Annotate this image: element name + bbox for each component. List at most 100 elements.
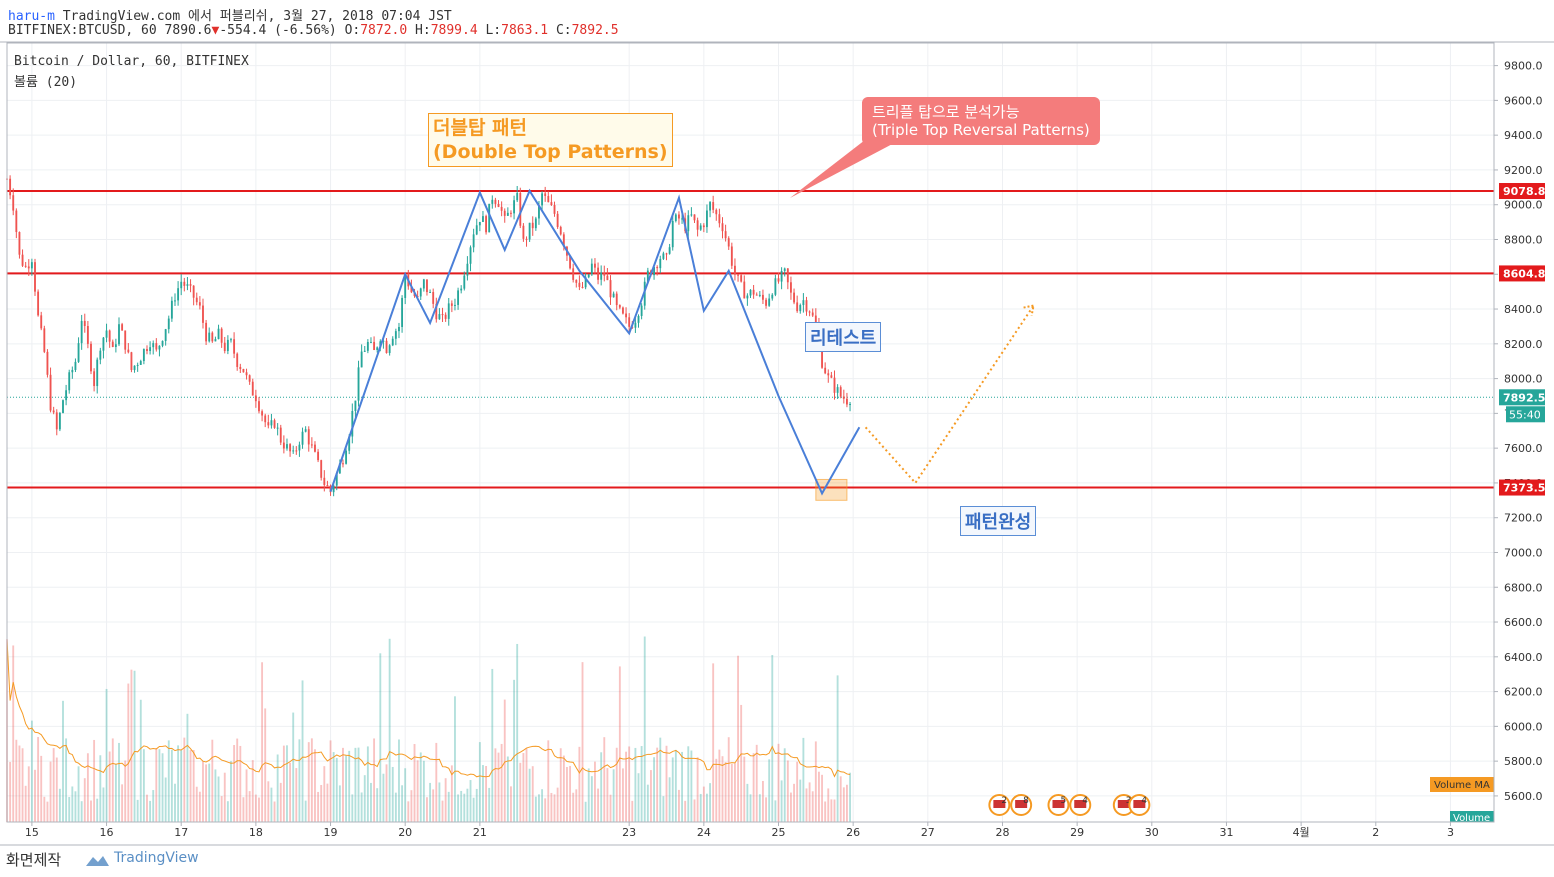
event-count-label: 5 bbox=[1060, 796, 1066, 806]
double-top-title-en: (Double Top Patterns) bbox=[433, 141, 668, 163]
volume-bar bbox=[230, 761, 232, 822]
candle-body bbox=[687, 215, 690, 232]
volume-bar bbox=[295, 768, 298, 822]
candle-body bbox=[289, 444, 292, 452]
candle-body bbox=[615, 293, 618, 306]
volume-bar bbox=[696, 757, 699, 822]
volume-bar bbox=[351, 794, 354, 822]
volume-bar bbox=[192, 750, 195, 822]
volume-bar bbox=[202, 761, 204, 822]
volume-bar bbox=[615, 747, 618, 822]
volume-bar bbox=[510, 786, 512, 822]
volume-bar bbox=[30, 720, 33, 822]
candle-body bbox=[678, 214, 680, 219]
volume-bar bbox=[332, 752, 335, 822]
candle-body bbox=[842, 396, 845, 399]
volume-bar bbox=[133, 670, 136, 822]
candle-body bbox=[457, 290, 460, 305]
candle-body bbox=[634, 322, 637, 328]
flag-stripes bbox=[1117, 800, 1130, 808]
volume-bar bbox=[640, 746, 643, 822]
candle-body bbox=[43, 328, 46, 352]
volume-bar bbox=[771, 655, 774, 822]
candle-body bbox=[167, 318, 170, 330]
volume-bar bbox=[553, 794, 556, 822]
volume-ma bbox=[6, 639, 851, 778]
axis-tick-label: 6400.0 bbox=[1504, 651, 1543, 664]
pattern-lines[interactable] bbox=[329, 140, 1035, 501]
countdown-tag bbox=[1506, 406, 1545, 423]
candle-body bbox=[46, 351, 49, 375]
volume-bar bbox=[366, 746, 369, 822]
volume-bar bbox=[749, 794, 752, 822]
support-resistance-lines[interactable] bbox=[7, 190, 1494, 489]
candle-body bbox=[612, 293, 615, 298]
volume-bar bbox=[662, 796, 665, 822]
volume-bar bbox=[254, 794, 257, 822]
volume-bar bbox=[454, 696, 456, 822]
triple-top-callout[interactable]: 트리플 탑으로 분석가능 (Triple Top Reversal Patter… bbox=[862, 97, 1100, 145]
volume-bar bbox=[37, 737, 40, 822]
volume-bar bbox=[114, 764, 117, 822]
candle-body bbox=[142, 349, 145, 362]
candle-body bbox=[254, 395, 257, 402]
candle-body bbox=[99, 350, 102, 360]
candle-body bbox=[559, 226, 562, 235]
volume-bar bbox=[220, 796, 223, 822]
volume-bar bbox=[824, 801, 827, 822]
volume-bar bbox=[734, 763, 736, 822]
volume-legend[interactable]: 볼륨 (20) bbox=[14, 75, 78, 90]
time-tick-label: 30 bbox=[1145, 826, 1159, 839]
series-legend[interactable]: Bitcoin / Dollar, 60, BITFINEX bbox=[14, 54, 249, 69]
volume-bar bbox=[805, 788, 808, 822]
candle-body bbox=[709, 202, 711, 211]
high-label: H: bbox=[415, 23, 431, 38]
volume-bar bbox=[121, 784, 124, 822]
time-axis[interactable]: 15 16 17 18 19 20 21 23 24 25 26 27 28 29 30 31 4월 2 3 bbox=[7, 821, 1494, 839]
candle-body bbox=[762, 294, 764, 300]
volume-bar bbox=[472, 797, 475, 822]
low-value: 7863.1 bbox=[501, 23, 549, 38]
symbol-label[interactable]: BITFINEX:BTCUSD, 60 bbox=[8, 23, 157, 38]
double-top-label[interactable]: 더블탑 패턴 (Double Top Patterns) bbox=[428, 113, 673, 167]
axis-tick-label: 6800.0 bbox=[1504, 581, 1543, 594]
volume-bar bbox=[460, 790, 463, 822]
volume-bar bbox=[242, 797, 245, 822]
time-tick-label: 4월 bbox=[1293, 826, 1310, 839]
candle-body bbox=[24, 265, 27, 267]
volume-bar bbox=[127, 683, 130, 822]
candle-body bbox=[830, 375, 833, 378]
author-link[interactable]: haru-m bbox=[8, 9, 55, 24]
candle-body bbox=[506, 212, 509, 216]
volume-bar bbox=[488, 787, 491, 822]
candle-body bbox=[158, 345, 161, 350]
volume-bar bbox=[606, 768, 609, 822]
candle-body bbox=[21, 254, 24, 266]
price-axis[interactable]: 5600.0 5800.0 6000.0 6200.0 6400.0 6600.0 6800… bbox=[1430, 43, 1545, 824]
volume-bar bbox=[55, 757, 58, 822]
candle-body bbox=[149, 347, 152, 351]
volume-bar bbox=[612, 769, 615, 822]
volume-bar bbox=[534, 796, 537, 822]
candle-body bbox=[793, 292, 795, 303]
volume-bar bbox=[264, 708, 267, 822]
header-bar: haru-m TradingView.com 에서 퍼블리쉬, 3월 27, 2… bbox=[0, 0, 1554, 42]
tradingview-logo[interactable]: TradingView bbox=[84, 849, 214, 871]
pattern-complete-label[interactable]: 패턴완성 bbox=[960, 506, 1037, 536]
candle-body bbox=[584, 277, 587, 288]
axis-tick-label: 7200.0 bbox=[1504, 512, 1543, 525]
ohlc-info: BITFINEX:BTCUSD, 60 7890.6▼-554.4 (-6.56… bbox=[8, 23, 619, 38]
candle-body bbox=[432, 292, 435, 304]
retest-label[interactable]: 리테스트 bbox=[805, 322, 882, 352]
price-chart[interactable]: 5600.0 5800.0 6000.0 6200.0 6400.0 6600.0 6800… bbox=[0, 0, 1554, 846]
candle-body bbox=[419, 288, 422, 297]
volume-bar bbox=[407, 801, 410, 822]
volume-bar bbox=[435, 742, 438, 822]
volume-bar bbox=[118, 742, 120, 822]
volume-bar bbox=[752, 753, 755, 822]
volume-bar bbox=[68, 797, 71, 822]
candle-body bbox=[718, 214, 721, 224]
volume-bar bbox=[248, 791, 251, 822]
candle-body bbox=[366, 342, 369, 351]
